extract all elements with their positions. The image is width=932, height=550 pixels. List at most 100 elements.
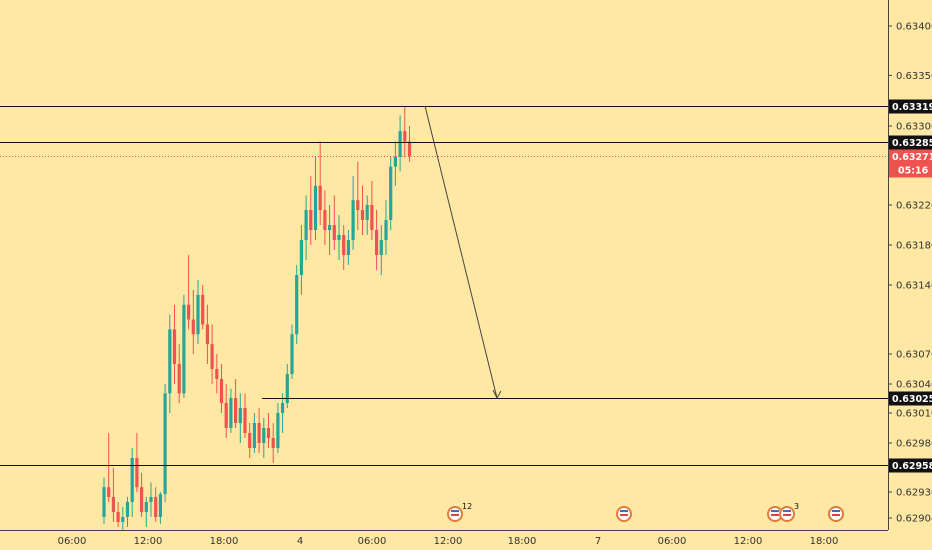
candle-body (224, 403, 228, 428)
candle-body (393, 156, 397, 167)
candle-body (328, 225, 332, 230)
candle (328, 205, 332, 255)
candle-body (234, 398, 238, 423)
candle (201, 285, 205, 330)
candle (219, 364, 224, 413)
candle (375, 210, 379, 270)
candle (266, 413, 271, 448)
candle-body (125, 502, 130, 517)
candle-body (299, 240, 303, 275)
candle (356, 161, 360, 230)
candle-body (276, 413, 280, 448)
candle (130, 448, 134, 517)
candle (107, 433, 111, 502)
candle-body (318, 185, 322, 210)
candle (285, 364, 289, 408)
flag-stripe (783, 514, 791, 516)
candle-body (182, 304, 186, 394)
x-tick-label: 18:00 (508, 536, 537, 547)
candle (191, 289, 195, 354)
candle (271, 423, 275, 463)
levels-layer (0, 106, 888, 466)
candle (210, 324, 214, 384)
candle (238, 393, 242, 443)
flag-stripe (771, 514, 779, 516)
flag-icon (451, 510, 459, 512)
flag-icon (771, 510, 779, 512)
candle (196, 280, 200, 345)
candle-body (384, 220, 388, 240)
candle (234, 379, 238, 428)
candle (407, 126, 412, 162)
candle (370, 180, 374, 240)
candle-body (187, 304, 191, 320)
time-axis[interactable] (0, 530, 888, 550)
candle (360, 185, 365, 235)
event-count: 12 (462, 502, 472, 511)
candle (318, 141, 322, 225)
flag-stripe (451, 514, 459, 516)
x-tick-label: 7 (595, 536, 601, 547)
candle (379, 225, 383, 275)
candle (252, 413, 256, 453)
candle-body (313, 185, 318, 230)
flag-stripe (832, 514, 840, 516)
candle-body (346, 240, 350, 255)
candle (295, 265, 299, 345)
candle (243, 393, 247, 438)
candle (121, 507, 125, 532)
candle (158, 492, 162, 524)
candle (140, 472, 144, 517)
candle (168, 314, 172, 413)
candle-body (290, 334, 294, 374)
candle-body (130, 458, 134, 502)
candle (102, 477, 106, 524)
candle-body (111, 497, 115, 512)
candle-body (266, 428, 271, 438)
candle-body (389, 166, 393, 220)
candle (309, 176, 313, 245)
candle-body (140, 487, 144, 512)
candle-body (135, 458, 139, 488)
candle-body (323, 210, 327, 230)
candle-body (285, 374, 289, 403)
candle (299, 225, 303, 295)
flag-icon (620, 510, 628, 512)
candle-body (172, 329, 177, 364)
x-tick-label: 18:00 (210, 536, 239, 547)
candle-body (281, 403, 285, 413)
candle (182, 294, 186, 398)
candle (154, 487, 158, 522)
event-badge (616, 506, 632, 522)
candle-body (271, 438, 275, 448)
candle (135, 433, 139, 492)
candle (177, 344, 181, 403)
candle (111, 467, 115, 522)
candle-body (403, 131, 407, 142)
candle (187, 255, 191, 330)
flag-icon (832, 510, 840, 512)
candle (144, 497, 148, 527)
candle-body (304, 210, 308, 240)
candle (257, 408, 261, 453)
candle-body (191, 319, 195, 335)
candle (342, 225, 346, 270)
candle (323, 190, 327, 245)
candle-body (257, 423, 261, 443)
candle (116, 502, 120, 527)
price-axis[interactable] (888, 0, 932, 550)
level-label: 0.63319 (892, 102, 932, 113)
candle-body (215, 369, 219, 379)
projection-arrow (424, 105, 502, 400)
x-tick-label: 18:00 (810, 536, 839, 547)
candle-body (243, 408, 247, 433)
candle (262, 418, 266, 458)
current-price-label: 0.63271 (892, 152, 932, 163)
